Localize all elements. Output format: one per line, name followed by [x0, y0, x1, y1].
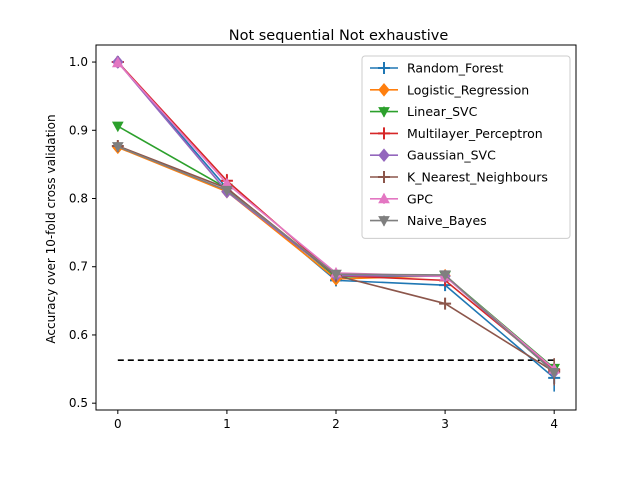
x-tick-label: 2: [332, 417, 340, 431]
data-point-Naive_Bayes-4: [548, 367, 561, 379]
data-point-GPC-0: [111, 56, 124, 68]
legend-entry-Random_Forest: Random_Forest: [370, 61, 503, 76]
legend-marker: [378, 192, 390, 204]
legend-entry-Naive_Bayes: Naive_Bayes: [370, 213, 487, 228]
legend-entry-Linear_SVC: Linear_SVC: [370, 104, 478, 119]
y-tick-label: 0.9: [69, 123, 88, 137]
y-tick-label: 0.7: [69, 260, 88, 274]
legend-entry-Logistic_Regression: Logistic_Regression: [370, 82, 529, 97]
data-point-Linear_SVC-0: [111, 121, 124, 133]
x-tick-label: 0: [114, 417, 122, 431]
data-point-Naive_Bayes-0: [111, 142, 124, 153]
axes: 0 1 2 3 4 0.5 0.6 0.7 0.8 0.9 1.0: [69, 44, 577, 431]
legend-entry-GPC: GPC: [370, 191, 433, 206]
legend-label: Naive_Bayes: [407, 213, 487, 228]
legend-label: Random_Forest: [407, 61, 503, 76]
series-Naive_Bayes: [111, 142, 561, 379]
x-tick-label: 4: [550, 417, 558, 431]
y-tick-label: 1.0: [69, 55, 88, 69]
legend-entry-K_Nearest_Neighbours: K_Nearest_Neighbours: [370, 170, 548, 185]
legend-marker: [378, 107, 390, 118]
x-tick-label: 3: [441, 417, 449, 431]
legend-label: Linear_SVC: [407, 104, 478, 119]
legend-label: Logistic_Regression: [407, 82, 529, 97]
data-point-Naive_Bayes-3: [439, 270, 451, 281]
legend-marker: [378, 62, 390, 74]
data-point-K_Nearest_Neighbours-3: [439, 297, 452, 310]
legend-label: Gaussian_SVC: [407, 148, 496, 163]
data-point-Naive_Bayes-1: [221, 185, 233, 197]
legend-label: GPC: [407, 191, 433, 206]
legend-marker: [378, 148, 390, 162]
legend-label: Multilayer_Perceptron: [407, 126, 543, 141]
plot-area: [111, 55, 561, 392]
legend-label: K_Nearest_Neighbours: [407, 170, 548, 185]
y-tick-label: 0.5: [69, 396, 88, 410]
y-axis-label: Accuracy over 10-fold cross validation: [44, 114, 58, 343]
x-tick-label: 1: [223, 417, 231, 431]
legend-box: [361, 55, 571, 239]
y-tick-label: 0.6: [69, 328, 88, 342]
legend: Random_Forest Logistic_Regression Linear_S…: [361, 55, 571, 239]
legend-marker: [378, 127, 390, 140]
y-tick-label: 0.8: [69, 192, 88, 206]
legend-marker: [378, 171, 390, 183]
chart-title: Not sequential Not exhaustive: [229, 28, 449, 44]
legend-marker: [378, 83, 390, 97]
legend-entry-Gaussian_SVC: Gaussian_SVC: [370, 148, 496, 163]
data-point-Naive_Bayes-2: [330, 269, 342, 281]
legend-marker: [378, 216, 390, 227]
legend-entry-Multilayer_Perceptron: Multilayer_Perceptron: [370, 126, 543, 141]
